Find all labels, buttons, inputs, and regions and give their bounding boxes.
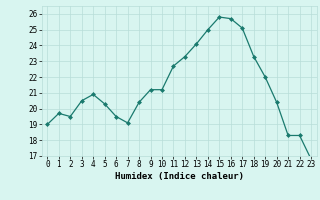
X-axis label: Humidex (Indice chaleur): Humidex (Indice chaleur) — [115, 172, 244, 181]
